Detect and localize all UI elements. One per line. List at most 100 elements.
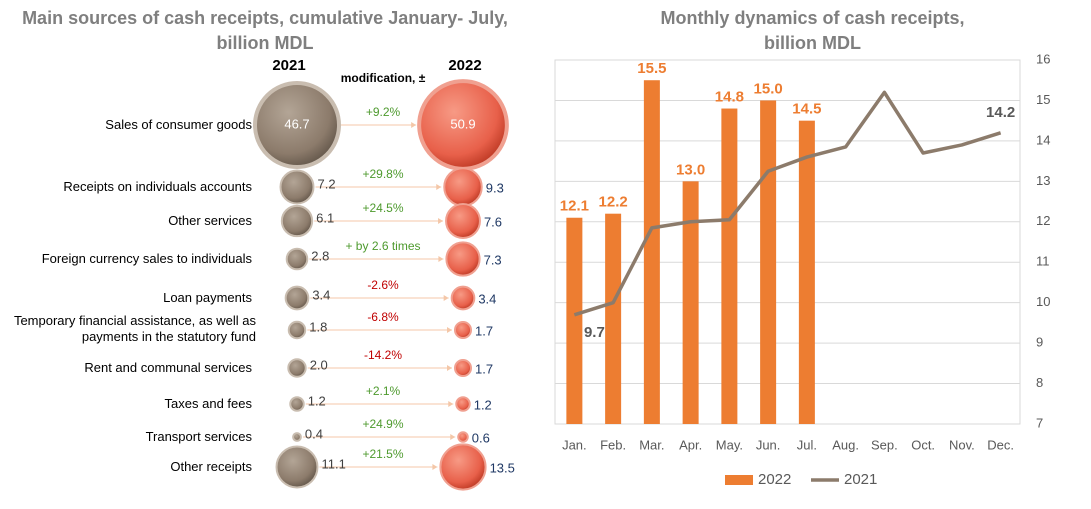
category-label: Taxes and fees: [164, 396, 252, 411]
change-label: + by 2.6 times: [345, 239, 420, 253]
bar: [605, 213, 622, 424]
line-value-label: 14.2: [986, 104, 1015, 121]
bubble: [275, 445, 319, 489]
category-label: Other services: [168, 213, 252, 228]
x-tick-label: Nov.: [949, 437, 975, 452]
y-tick-label: 10: [1036, 294, 1050, 309]
x-tick-label: Jan.: [562, 437, 587, 452]
change-label: +24.5%: [362, 201, 403, 215]
y-tick-label: 11: [1036, 254, 1050, 269]
bar: [566, 217, 583, 424]
bar-value-label: 15.5: [637, 60, 666, 77]
value-label: 7.6: [484, 214, 502, 229]
category-label: Receipts on individuals accounts: [63, 179, 252, 194]
bubble: [285, 247, 309, 271]
arrow-head: [438, 256, 444, 262]
bar: [721, 108, 738, 425]
bar: [643, 80, 660, 424]
arrow-head: [438, 218, 444, 224]
y-tick-label: 13: [1036, 173, 1050, 188]
bubble: [284, 285, 310, 311]
bar-value-label: 14.5: [792, 101, 821, 118]
value-label: 0.6: [472, 430, 490, 445]
x-tick-label: May.: [716, 437, 743, 452]
bar-value-label: 13.0: [676, 161, 705, 178]
change-header: modification, ±: [341, 71, 426, 85]
bubble: [450, 285, 476, 311]
category-label: Rent and communal services: [84, 360, 252, 375]
change-label: +24.9%: [362, 417, 403, 431]
bubble: [443, 167, 483, 207]
bar: [682, 181, 699, 424]
right-title: Monthly dynamics of cash receipts, billi…: [660, 8, 965, 53]
x-tick-label: Oct.: [911, 437, 935, 452]
y-tick-label: 12: [1036, 213, 1050, 228]
arrow-head: [448, 401, 454, 407]
bubble: [253, 81, 341, 169]
change-label: -6.8%: [367, 310, 399, 324]
x-tick-label: Jul.: [797, 437, 817, 452]
column-header: 2022: [448, 57, 481, 74]
bubble: [455, 396, 471, 412]
arrow-head: [443, 295, 449, 301]
column-header: 2021: [272, 57, 305, 74]
y-tick-label: 7: [1036, 415, 1043, 430]
bubble: [457, 431, 469, 443]
bar-value-label: 12.2: [599, 194, 628, 211]
value-label: 0.4: [305, 426, 323, 441]
value-label: 2.0: [310, 357, 328, 372]
change-label: +29.8%: [362, 167, 403, 181]
category-label: Other receipts: [170, 459, 252, 474]
arrow-head: [446, 327, 452, 333]
bubble: [279, 169, 315, 205]
x-tick-label: Sep.: [871, 437, 898, 452]
value-label: 7.3: [484, 252, 502, 267]
category-label: Sales of consumer goods: [105, 117, 252, 132]
change-label: -2.6%: [367, 278, 399, 292]
value-label: 9.3: [486, 180, 504, 195]
line-value-label: 9.7: [584, 324, 605, 341]
value-label: 1.2: [308, 393, 326, 408]
bubble: [439, 443, 487, 491]
bubble: [280, 204, 314, 238]
change-label: -14.2%: [364, 348, 402, 362]
bar-value-label: 14.8: [715, 89, 744, 106]
bubble: [453, 358, 473, 378]
x-tick-label: Dec.: [987, 437, 1014, 452]
value-label: 3.4: [478, 291, 496, 306]
bar-value-label: 15.0: [754, 80, 783, 97]
category-label: Temporary financial assistance, as well …: [13, 313, 256, 344]
legend-label: 2021: [844, 471, 877, 488]
value-label: 2.8: [311, 248, 329, 263]
x-tick-label: Apr.: [679, 437, 702, 452]
legend-swatch: [725, 475, 753, 485]
bubble: [289, 396, 305, 412]
bar-value-label: 12.1: [560, 198, 589, 215]
bubble: [445, 203, 481, 239]
arrow-head: [436, 184, 442, 190]
bubble: [445, 241, 481, 277]
legend-label: 2022: [758, 471, 791, 488]
arrow-head: [432, 464, 438, 470]
bubble: [287, 358, 307, 378]
category-label: Transport services: [145, 429, 252, 444]
category-label: Loan payments: [163, 290, 252, 305]
change-label: +2.1%: [366, 384, 401, 398]
bubble: [453, 320, 473, 340]
value-label: 7.2: [317, 176, 335, 191]
y-tick-label: 15: [1036, 92, 1050, 107]
value-label: 13.5: [490, 460, 515, 475]
value-label: 1.7: [475, 361, 493, 376]
arrow-head: [450, 434, 456, 440]
bar: [760, 100, 777, 424]
x-tick-label: Jun.: [756, 437, 781, 452]
arrow-head: [446, 365, 452, 371]
y-tick-label: 8: [1036, 375, 1043, 390]
y-tick-label: 14: [1036, 132, 1050, 147]
y-tick-label: 16: [1036, 51, 1050, 66]
change-label: +21.5%: [362, 447, 403, 461]
arrow-head: [411, 122, 417, 128]
plot-area: [554, 59, 1021, 425]
